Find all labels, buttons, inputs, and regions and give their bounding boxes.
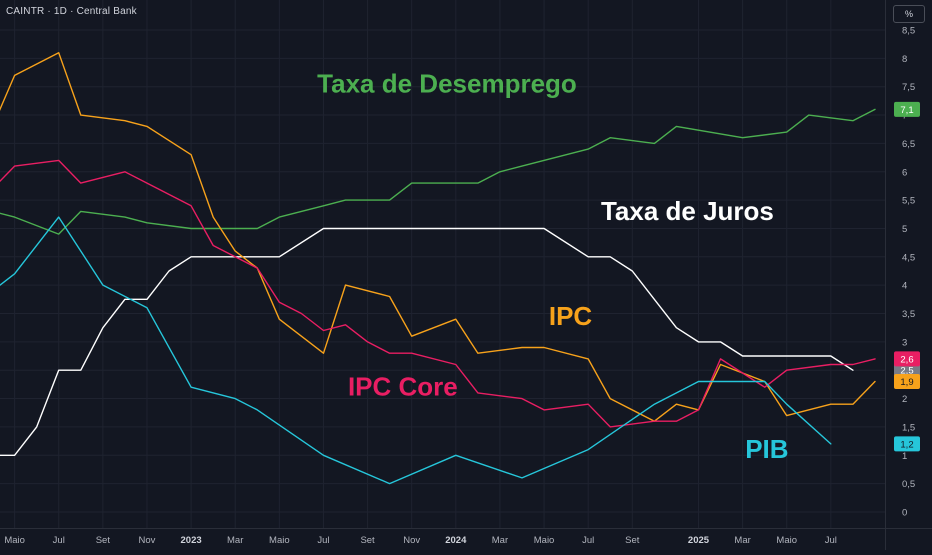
x-tick-label: Nov (403, 535, 420, 546)
price-badge-bg (894, 362, 920, 378)
series-layer (0, 52, 876, 485)
series-line-gdp[interactable] (0, 216, 832, 485)
x-axis: Maio Jul Set Nov 2023 Mar Maio Jul Set Nov 2024 Mar… (4, 535, 837, 546)
y-tick-label: 6 (902, 167, 907, 178)
x-tick-label: Mar (492, 535, 508, 546)
y-tick-label: 3,5 (902, 309, 915, 320)
price-badges: 7,1 2,51,9 2,6 1,2 (894, 101, 920, 452)
x-tick-label: Maio (534, 535, 555, 546)
annotation-label: IPC Core (348, 372, 458, 402)
annotation-label: IPC (549, 301, 593, 331)
x-tick-label: Jul (53, 535, 65, 546)
y-tick-label: 0 (902, 507, 907, 518)
x-tick-label: Maio (4, 535, 25, 546)
x-tick-label: Set (96, 535, 111, 546)
y-tick-label: 6,5 (902, 139, 915, 150)
annotation-label: Taxa de Desemprego (317, 68, 577, 98)
x-tick-label: Jul (582, 535, 594, 546)
price-badge-cpi: 1,9 (894, 374, 920, 390)
x-tick-label: Mar (734, 535, 750, 546)
x-tick-label: Set (625, 535, 640, 546)
x-tick-label: Maio (776, 535, 797, 546)
y-tick-label: 2 (902, 394, 907, 405)
y-tick-label: 4,5 (902, 252, 915, 263)
unit-toggle-button[interactable]: % (893, 5, 925, 23)
x-tick-label: Maio (269, 535, 290, 546)
price-badge-bg (894, 436, 920, 452)
x-tick-label: 2023 (181, 535, 202, 546)
price-badge-label: 7,1 (900, 105, 913, 116)
x-tick-label: Jul (317, 535, 329, 546)
y-tick-label: 8 (902, 54, 907, 65)
x-tick-label: Set (360, 535, 375, 546)
price-badge-label: 1,9 (900, 377, 913, 388)
x-tick-label: Nov (139, 535, 156, 546)
price-badge-rate: 2,5 (894, 362, 920, 378)
y-tick-label: 0,5 (902, 479, 915, 490)
y-tick-label: 1,5 (902, 422, 915, 433)
series-line-unemployment[interactable] (0, 108, 876, 235)
x-tick-label: 2025 (688, 535, 710, 546)
annotation-layer: Taxa de Desemprego Taxa de Juros IPC IPC Co… (317, 68, 788, 464)
series-line-cpi[interactable] (0, 52, 876, 422)
price-badge-gdp: 1,2 (894, 436, 920, 452)
y-tick-label: 5,5 (902, 196, 915, 207)
price-badge-label: 2,5 (900, 366, 913, 377)
price-badge-bg (894, 101, 920, 117)
price-badge-label: 1,2 (900, 439, 913, 450)
x-tick-label: 2024 (445, 535, 467, 546)
y-tick-label: 5 (902, 224, 907, 235)
y-tick-label: 3 (902, 337, 907, 348)
y-tick-label: 8,5 (902, 26, 915, 37)
chart-header-symbol[interactable]: CAINTR · 1D · Central Bank (6, 6, 137, 17)
annotation-label: PIB (745, 434, 788, 464)
x-tick-label: Mar (227, 535, 243, 546)
y-tick-label: 1 (902, 451, 907, 462)
price-badge-unemployment: 7,1 (894, 101, 920, 117)
price-badge-bg (894, 351, 920, 367)
y-tick-label: 7,5 (902, 82, 915, 93)
y-tick-label: 4 (902, 281, 907, 292)
x-tick-label: Jul (825, 535, 837, 546)
annotation-label: Taxa de Juros (601, 196, 774, 226)
series-line-core_cpi[interactable] (0, 159, 876, 428)
price-badge-bg (894, 374, 920, 390)
price-badge-core_cpi: 2,6 (894, 351, 920, 367)
series-line-rate[interactable] (0, 227, 854, 456)
price-badge-label: 2,6 (900, 354, 913, 365)
